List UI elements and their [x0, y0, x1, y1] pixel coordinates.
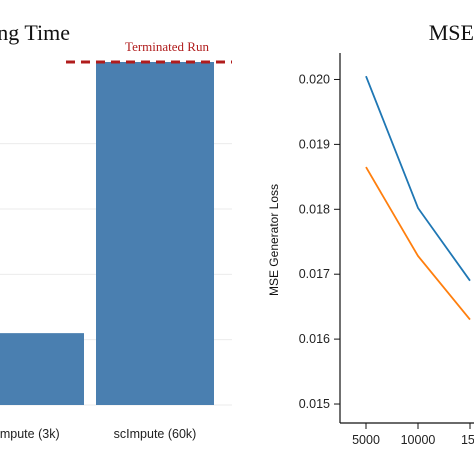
y-tick-label: 0.019	[299, 137, 330, 151]
y-tick-label: 0.020	[299, 72, 330, 86]
x-tick-label-scimpute: scImpute (60k)	[114, 427, 197, 441]
bar-chart-title: ng Time	[0, 20, 70, 45]
x-tick-label: 15(	[461, 433, 474, 447]
terminated-run-label: Terminated Run	[125, 39, 209, 54]
y-tick-label: 0.016	[299, 332, 330, 346]
x-tick-label: 10000	[401, 433, 436, 447]
y-tick-label: 0.018	[299, 202, 330, 216]
bar-chart-panel: ng Time Terminated Run Impute (3k) scImp…	[0, 20, 232, 441]
y-tick-label: 0.017	[299, 267, 330, 281]
bar-1	[96, 62, 214, 405]
series-line-1	[365, 166, 471, 321]
series-line-0	[365, 75, 471, 282]
y-tick-label: 0.015	[299, 397, 330, 411]
line-chart-series	[365, 75, 471, 321]
bar-chart-bars	[0, 62, 214, 405]
line-chart-title: MSE	[429, 20, 474, 45]
x-tick-label: 5000	[352, 433, 380, 447]
y-axis-label: MSE Generator Loss	[267, 184, 281, 296]
bar-0	[0, 333, 84, 405]
x-axis-ticks: 5000 10000 15(	[352, 423, 474, 447]
line-chart-panel: MSE 0.015 0.016 0.017 0.018 0.019 0.020 5000 1…	[267, 20, 474, 447]
y-axis-ticks: 0.015 0.016 0.017 0.018 0.019 0.020	[299, 72, 340, 411]
x-tick-label-impute: Impute (3k)	[0, 427, 60, 441]
